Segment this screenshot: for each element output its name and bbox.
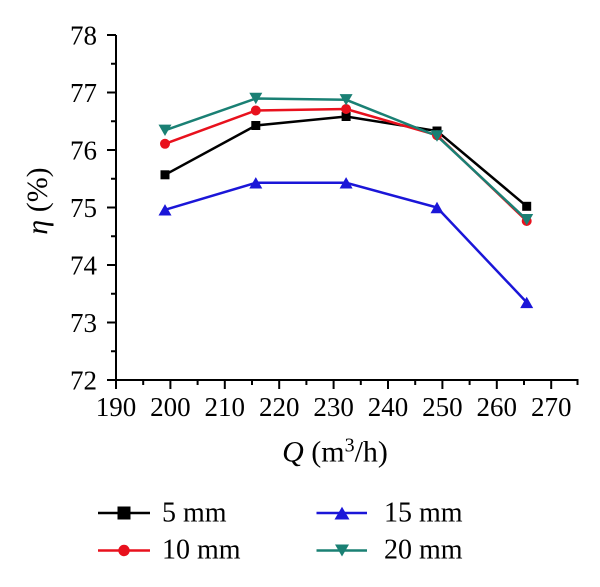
svg-text:76: 76 (70, 136, 97, 166)
svg-text:10 mm: 10 mm (162, 535, 241, 566)
svg-text:220: 220 (259, 392, 300, 422)
svg-text:200: 200 (150, 392, 191, 422)
svg-text:260: 260 (477, 392, 518, 422)
svg-text:77: 77 (70, 78, 97, 108)
svg-text:η (%): η (%) (21, 167, 54, 234)
svg-text:75: 75 (70, 193, 97, 223)
svg-text:72: 72 (70, 366, 97, 396)
svg-text:5 mm: 5 mm (162, 498, 227, 529)
svg-text:73: 73 (70, 308, 97, 338)
svg-text:230: 230 (313, 392, 354, 422)
svg-text:20 mm: 20 mm (384, 535, 463, 566)
svg-text:210: 210 (205, 392, 246, 422)
svg-text:74: 74 (70, 251, 98, 281)
svg-text:250: 250 (422, 392, 463, 422)
svg-text:240: 240 (368, 392, 409, 422)
svg-text:Q (m3/h): Q (m3/h) (282, 435, 388, 469)
svg-text:15 mm: 15 mm (384, 498, 463, 529)
svg-text:190: 190 (96, 392, 137, 422)
svg-text:78: 78 (70, 21, 97, 51)
svg-text:270: 270 (531, 392, 572, 422)
